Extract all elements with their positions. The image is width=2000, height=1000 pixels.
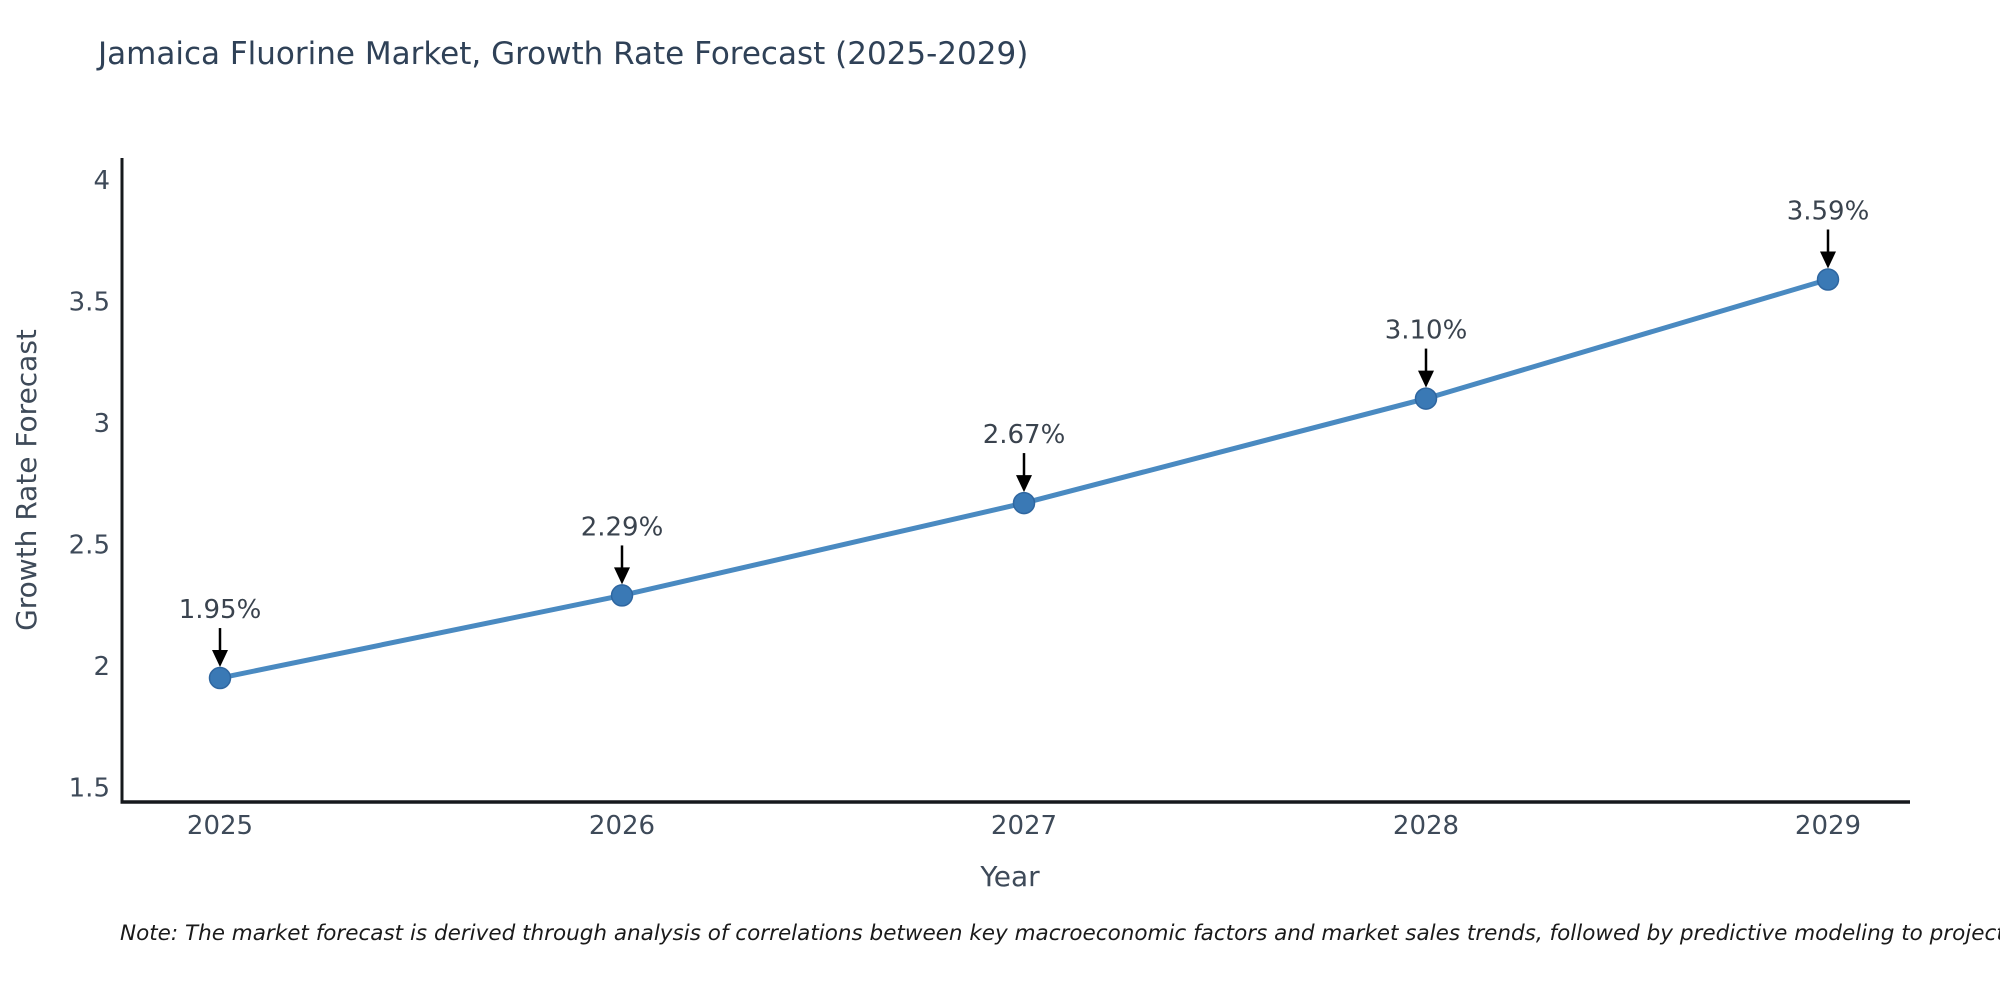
x-axis-title: Year [979, 860, 1040, 893]
y-tick-label: 4 [93, 166, 110, 196]
footnote: Note: The market forecast is derived thr… [120, 921, 2000, 946]
data-point-marker [1012, 491, 1036, 515]
data-point-marker [1414, 387, 1438, 410]
x-tick-label: 2027 [991, 811, 1057, 841]
y-tick-label: 2 [93, 652, 110, 682]
data-point-label: 2.67% [983, 420, 1066, 450]
annotation-arrow-head [1016, 475, 1032, 493]
data-point-label: 1.95% [179, 595, 262, 625]
plot-area: 1.5 2 2.5 3 3.5 4 2025 2026 2027 2028 2029 1.95% 2.2… [69, 158, 1910, 841]
y-tick-label: 3.5 [69, 287, 110, 317]
x-tick-label: 2029 [1795, 811, 1861, 841]
x-tick-label: 2026 [589, 811, 655, 841]
data-point-marker [208, 666, 232, 690]
y-tick-label: 3 [93, 409, 110, 439]
y-tick-label: 2.5 [69, 530, 110, 560]
annotation-arrow-head [1820, 251, 1836, 269]
y-tick-label: 1.5 [69, 773, 110, 803]
chart-title: Jamaica Fluorine Market, Growth Rate For… [98, 36, 1029, 72]
annotation-arrow-head [212, 650, 228, 668]
data-point-label: 3.59% [1787, 197, 1870, 227]
data-point-label: 3.10% [1385, 316, 1468, 346]
x-tick-label: 2028 [1393, 811, 1459, 841]
x-tick-label: 2025 [187, 811, 253, 841]
data-point-marker [610, 584, 634, 607]
annotation-arrow-head [614, 567, 630, 585]
data-point-label: 2.29% [581, 512, 664, 542]
annotation-arrow-head [1418, 370, 1434, 388]
data-point-marker [1816, 268, 1840, 291]
y-axis-title: Growth Rate Forecast [10, 329, 43, 631]
